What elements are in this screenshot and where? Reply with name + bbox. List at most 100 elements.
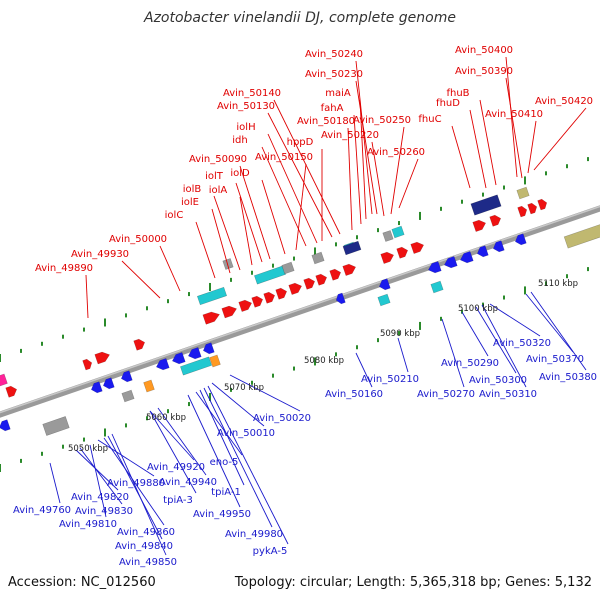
gene-label-forward: Avin_50000 xyxy=(109,234,167,245)
feature-block xyxy=(222,258,234,270)
gene-arrow xyxy=(492,240,505,253)
gene-label-reverse: Avin_49810 xyxy=(59,519,117,530)
feature-block xyxy=(311,251,325,265)
gene-labels: Avin_50240Avin_50230maiAfahAAvin_50180Av… xyxy=(13,45,597,568)
region-block xyxy=(516,186,530,200)
genome-backbone xyxy=(0,205,600,418)
label-leader xyxy=(347,127,353,231)
label-leader xyxy=(505,56,518,178)
label-leader xyxy=(111,433,167,556)
gene-label-reverse: Avin_50010 xyxy=(217,428,275,439)
gene-arrow xyxy=(537,198,548,211)
feature-block xyxy=(382,230,394,242)
label-leader xyxy=(229,374,301,412)
tick-marks xyxy=(0,157,589,472)
label-leader xyxy=(195,221,216,279)
label-leader xyxy=(239,196,253,266)
gene-label-forward: Avin_50230 xyxy=(305,69,363,80)
gene-arrow xyxy=(90,381,103,394)
gene-arrow xyxy=(102,377,115,390)
gene-label-forward: Avin_50250 xyxy=(353,115,411,126)
label-leader xyxy=(475,306,517,374)
label-leader xyxy=(530,291,587,371)
label-leader xyxy=(213,195,241,271)
axis-kbp-label: 5060 kbp xyxy=(146,413,186,423)
gene-label-reverse: Avin_49950 xyxy=(193,509,251,520)
gene-arrow xyxy=(120,370,133,383)
label-leader xyxy=(398,158,419,209)
gene-arrow xyxy=(133,338,146,351)
label-leader xyxy=(121,260,161,299)
gene-label-forward: hppD xyxy=(287,137,314,148)
gene-arrow xyxy=(459,251,474,264)
gene-features xyxy=(0,186,600,436)
gene-arrow xyxy=(288,282,303,295)
gene-label-forward: Avin_49890 xyxy=(35,263,93,274)
label-leader xyxy=(390,126,405,215)
gene-arrow xyxy=(514,233,527,246)
axis-kbp-label: 5110 kbp xyxy=(538,279,578,289)
gene-label-forward: idh xyxy=(232,135,247,146)
gene-label-forward: Avin_50140 xyxy=(223,88,281,99)
label-leader xyxy=(195,391,243,456)
feature-block xyxy=(121,389,135,403)
feature-block xyxy=(281,261,295,275)
orange-block xyxy=(209,354,221,368)
region-block xyxy=(563,223,600,249)
gene-label-forward: iolD xyxy=(230,168,250,179)
gene-label-forward: Avin_50150 xyxy=(255,152,313,163)
label-leader xyxy=(461,311,489,357)
gene-arrow xyxy=(527,202,538,215)
gene-arrow xyxy=(263,291,276,304)
gene-arrow xyxy=(238,299,253,312)
axis-kbp-label: 5070 kbp xyxy=(224,383,264,393)
label-leader xyxy=(525,293,574,353)
gene-arrow xyxy=(0,419,11,432)
gene-label-forward: fhuC xyxy=(418,114,441,125)
axis-kbp-label: 5090 kbp xyxy=(380,329,420,339)
label-leader xyxy=(85,274,89,319)
gene-label-reverse: Avin_49860 xyxy=(117,527,175,538)
map-title: Azotobacter vinelandii DJ, complete geno… xyxy=(144,10,456,26)
cds-block xyxy=(180,356,212,376)
axis-kbp-label: 5100 kbp xyxy=(458,304,498,314)
magenta-block xyxy=(0,373,8,387)
label-leader xyxy=(159,245,181,292)
gene-label-forward: Avin_50220 xyxy=(321,130,379,141)
label-leader xyxy=(235,182,263,263)
gene-arrow xyxy=(427,261,442,274)
gene-label-forward: Avin_50180 xyxy=(297,116,355,127)
label-leader xyxy=(505,77,523,179)
gene-label-reverse: pykA-5 xyxy=(253,546,288,557)
gene-label-forward: fhuD xyxy=(436,98,460,109)
cds-block xyxy=(254,265,286,285)
cds-block xyxy=(430,280,444,294)
label-leader xyxy=(211,208,231,274)
gene-arrow xyxy=(221,305,238,319)
cds-block xyxy=(377,293,391,307)
gene-label-forward: Avin_50130 xyxy=(217,101,275,112)
gene-arrow xyxy=(155,358,170,371)
gene-label-forward: iolT xyxy=(205,171,224,182)
accession-text: Accession: NC_012560 xyxy=(8,575,156,590)
label-leader xyxy=(89,444,107,518)
gene-arrow xyxy=(472,219,487,232)
label-leader xyxy=(353,114,362,225)
gene-label-forward: Avin_50240 xyxy=(305,49,363,60)
label-leader xyxy=(441,318,465,388)
label-leader xyxy=(533,107,587,171)
gene-label-forward: iolC xyxy=(165,210,184,221)
gene-label-forward: Avin_50410 xyxy=(485,109,543,120)
label-leader xyxy=(469,109,487,189)
gene-label-reverse: Avin_50020 xyxy=(253,413,311,424)
gene-label-reverse: Avin_49880 xyxy=(107,478,165,489)
label-leader xyxy=(239,165,271,260)
gene-label-reverse: Avin_50210 xyxy=(361,374,419,385)
gene-arrow xyxy=(378,278,391,291)
label-leader xyxy=(49,462,61,504)
label-leader xyxy=(267,112,333,238)
gene-label-forward: iolB xyxy=(183,184,202,195)
cds-block xyxy=(196,286,228,306)
label-leader xyxy=(149,410,197,494)
gene-label-reverse: Avin_50380 xyxy=(539,372,597,383)
